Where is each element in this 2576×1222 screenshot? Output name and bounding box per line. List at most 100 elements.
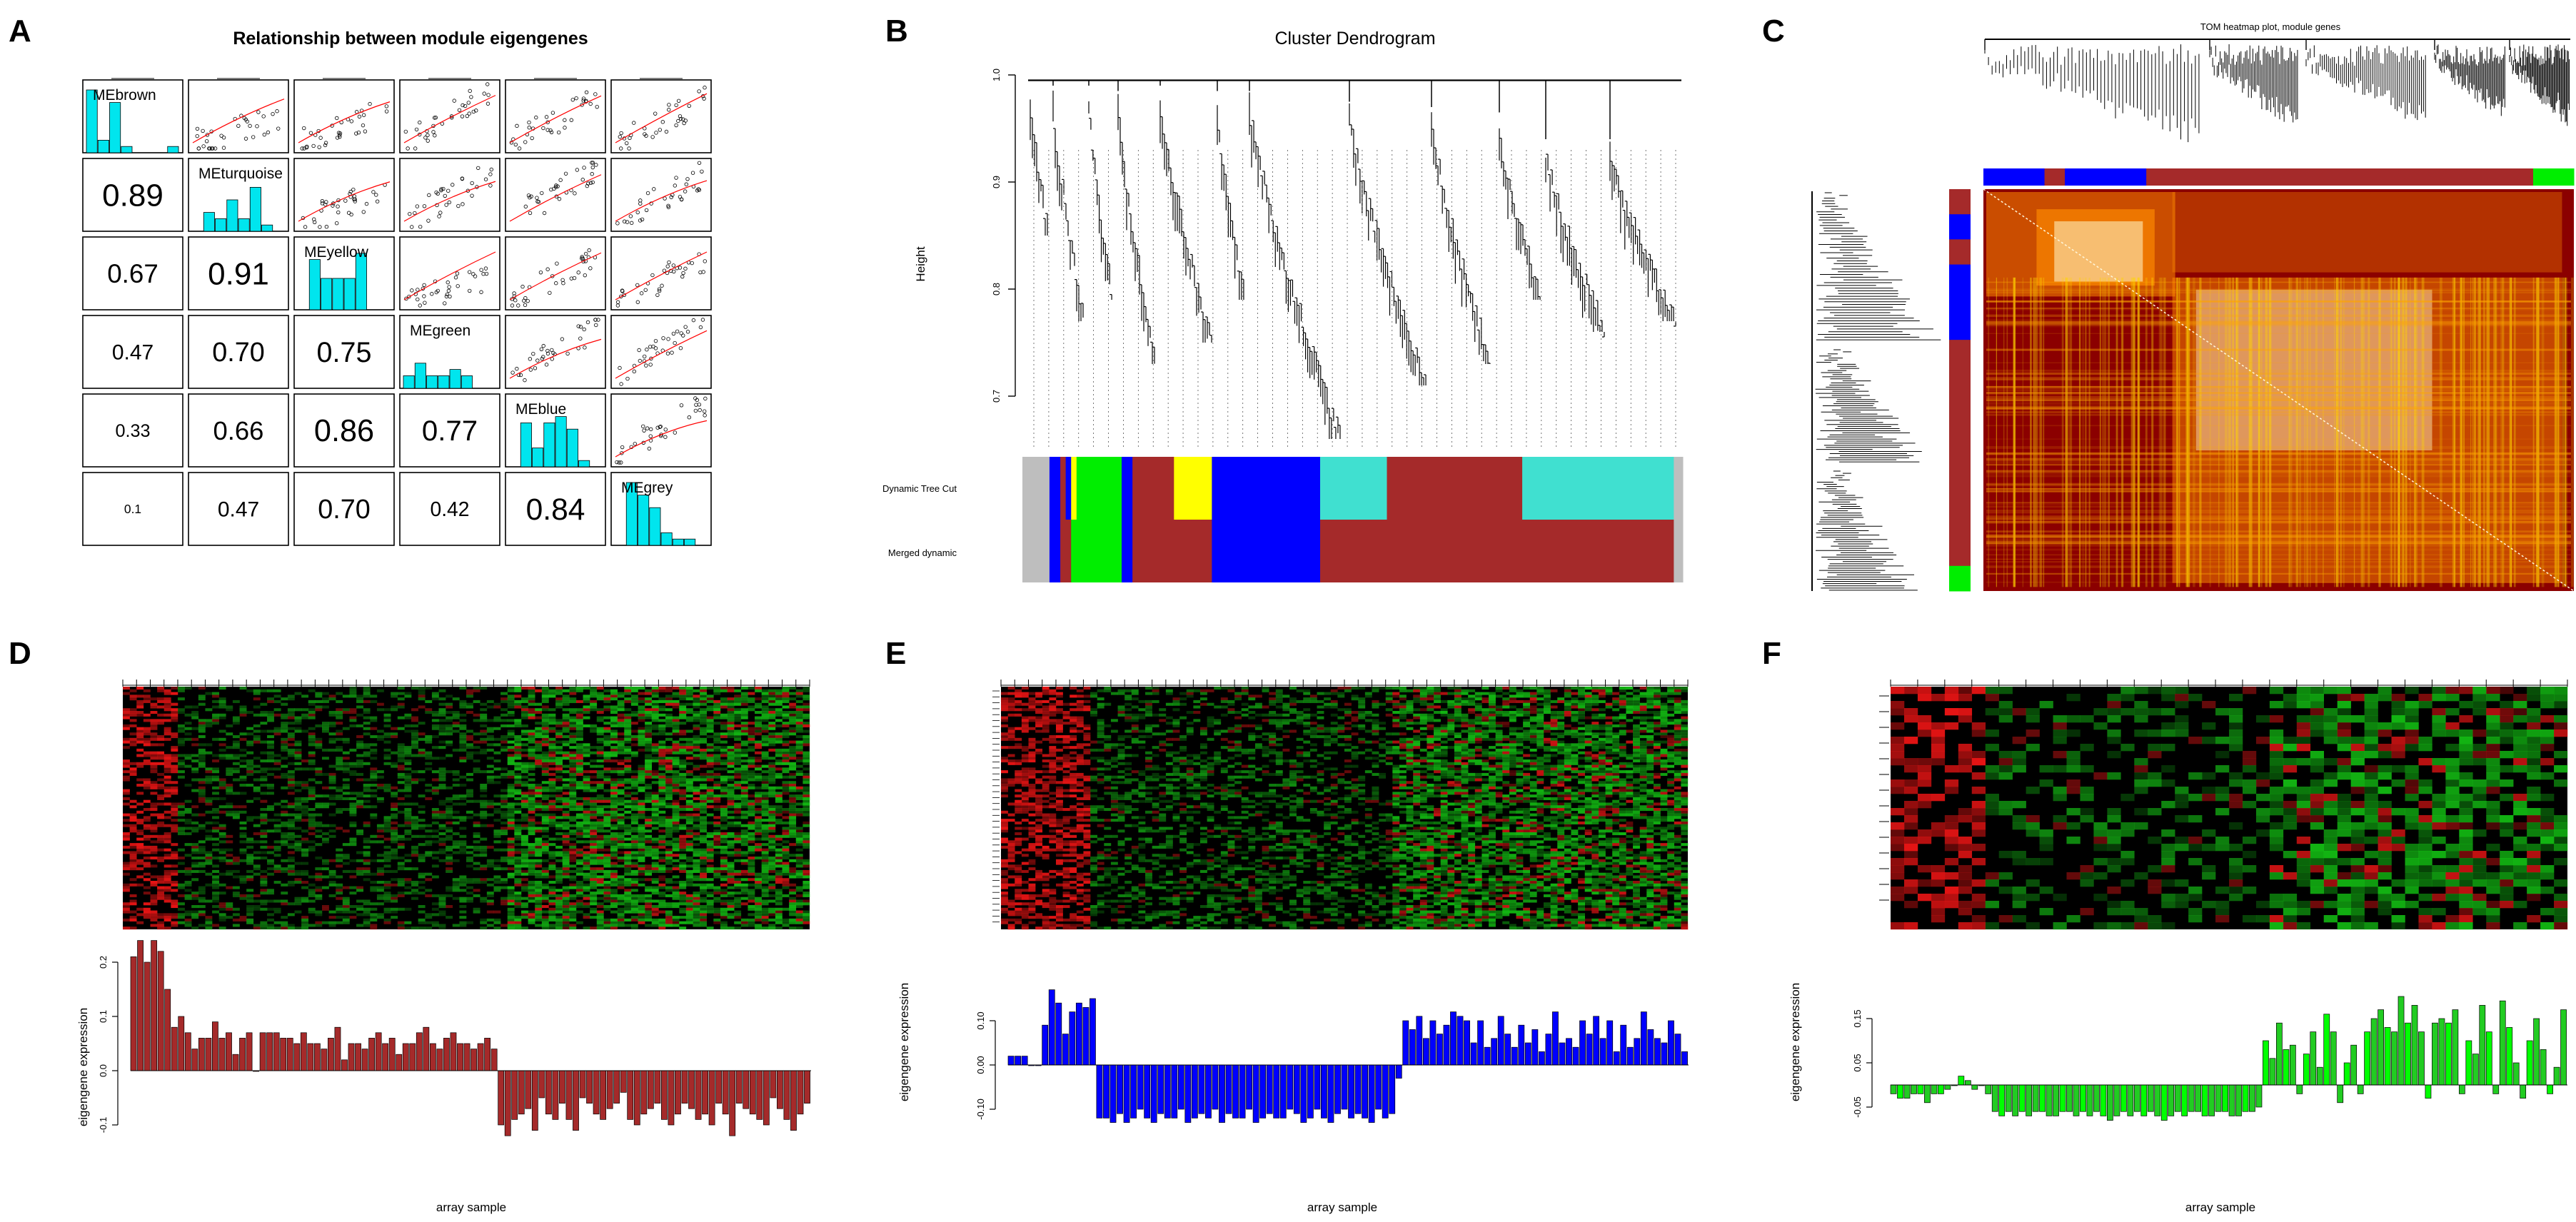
heatmap-cell xyxy=(328,737,336,741)
heatmap-cell xyxy=(541,805,549,809)
heatmap-cell xyxy=(541,708,549,712)
heatmap-cell xyxy=(404,754,412,757)
heatmap-cell xyxy=(205,692,213,695)
heatmap-cell xyxy=(575,754,583,757)
heatmap-cell xyxy=(740,764,748,768)
heatmap-cell xyxy=(281,772,288,776)
module-color-blue xyxy=(1122,457,1133,520)
heatmap-cell xyxy=(383,816,391,819)
scatter-point xyxy=(693,408,698,413)
heatmap-cell xyxy=(720,816,728,819)
scatter-point xyxy=(685,330,690,334)
heatmap-cell xyxy=(411,770,418,774)
tom-stripe-v xyxy=(2486,277,2488,587)
heatmap-cell xyxy=(658,759,666,763)
heatmap-cell xyxy=(363,687,371,690)
heatmap-cell xyxy=(397,754,405,757)
scatter-point xyxy=(638,358,643,363)
tom-stripe-h xyxy=(1986,484,2571,485)
heatmap-cell xyxy=(486,737,494,741)
heatmap-cell xyxy=(418,692,426,695)
heatmap-cell xyxy=(617,792,625,795)
heatmap-cell xyxy=(438,719,446,722)
tom-stripe-v xyxy=(2236,277,2239,587)
heatmap-cell xyxy=(562,827,570,830)
heatmap-cell xyxy=(535,729,543,733)
heatmap-cell xyxy=(191,754,199,757)
heatmap-cell xyxy=(755,772,762,776)
heatmap-cell xyxy=(246,762,254,765)
heatmap-cell xyxy=(590,692,598,695)
heatmap-cell xyxy=(555,767,563,771)
heatmap-cell xyxy=(672,719,680,722)
heatmap-cell xyxy=(136,735,144,739)
histogram-bar xyxy=(684,538,696,546)
heatmap-cell xyxy=(645,762,653,765)
heatmap-cell xyxy=(163,692,171,695)
correlation-value: 0.67 xyxy=(107,259,159,288)
heatmap-cell xyxy=(446,732,453,736)
heatmap-cell xyxy=(575,784,583,787)
y-tick-label: 0.9 xyxy=(991,176,1002,188)
heatmap-cell xyxy=(740,727,748,730)
heatmap-cell xyxy=(548,757,556,760)
heatmap-cell xyxy=(720,813,728,817)
heatmap-cell xyxy=(638,711,645,714)
heatmap-cell xyxy=(308,824,316,827)
heatmap-cell xyxy=(177,770,185,774)
heatmap-cell xyxy=(727,810,735,814)
heatmap-cell xyxy=(672,695,680,698)
heatmap-cell xyxy=(425,789,433,792)
heatmap-cell xyxy=(123,832,130,836)
heatmap-cell xyxy=(163,767,171,771)
heatmap-cell xyxy=(520,770,528,774)
heatmap-cell xyxy=(562,799,570,803)
scatter-point xyxy=(446,280,450,285)
heatmap-cell xyxy=(596,808,604,812)
heatmap-cell xyxy=(693,735,700,739)
heatmap-cell xyxy=(500,816,508,819)
scatter-point xyxy=(208,146,212,151)
heatmap-cell xyxy=(404,778,412,782)
diagonal-label: MEyellow xyxy=(304,244,369,261)
heatmap-cell xyxy=(321,802,329,806)
heatmap-cell xyxy=(321,700,329,703)
heatmap-cell xyxy=(480,789,488,792)
heatmap-cell xyxy=(383,784,391,787)
heatmap-cell xyxy=(658,724,666,727)
heatmap-cell xyxy=(486,799,494,803)
heatmap-cell xyxy=(520,781,528,784)
heatmap-cell xyxy=(218,827,226,830)
heatmap-cell xyxy=(645,702,653,706)
scatter-point xyxy=(697,188,702,192)
heatmap-cell xyxy=(239,748,247,752)
heatmap-cell xyxy=(205,722,213,725)
heatmap-cell xyxy=(603,754,611,757)
heatmap-cell xyxy=(336,827,343,830)
heatmap-cell xyxy=(301,716,309,719)
heatmap-cell xyxy=(638,813,645,817)
heatmap-cell xyxy=(541,786,549,789)
heatmap-cell xyxy=(177,775,185,779)
heatmap-cell xyxy=(734,781,742,784)
heatmap-cell xyxy=(226,767,233,771)
heatmap-cell xyxy=(569,767,577,771)
heatmap-cell xyxy=(308,751,316,754)
heatmap-cell xyxy=(706,700,714,703)
heatmap-cell xyxy=(500,746,508,749)
scatter-point xyxy=(422,283,426,288)
heatmap-cell xyxy=(555,821,563,824)
scatter-point xyxy=(515,366,519,371)
heatmap-cell xyxy=(700,732,707,736)
heatmap-cell xyxy=(143,781,151,784)
heatmap-cell xyxy=(720,775,728,779)
heatmap-cell xyxy=(603,727,611,730)
heatmap-cell xyxy=(520,797,528,800)
heatmap-cell xyxy=(349,716,357,719)
heatmap-cell xyxy=(768,775,776,779)
tom-stripe-h xyxy=(1986,333,2571,334)
heatmap-cell xyxy=(281,737,288,741)
scatter-point xyxy=(684,182,688,186)
heatmap-cell xyxy=(418,695,426,698)
heatmap-cell xyxy=(562,792,570,795)
